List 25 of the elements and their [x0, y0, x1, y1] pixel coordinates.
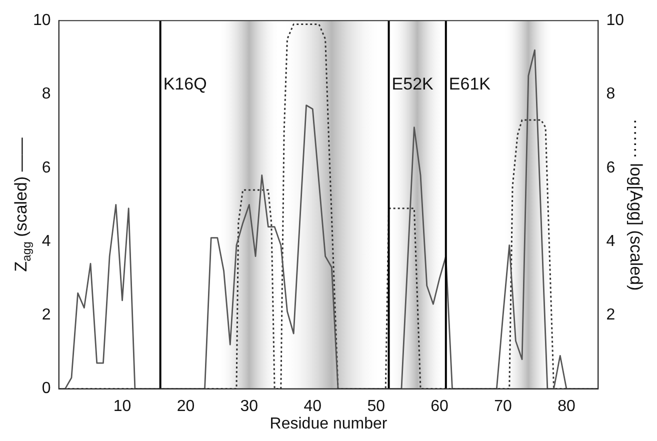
x-tick-label: 70 — [494, 398, 512, 415]
y-tick-label: 10 — [33, 12, 51, 30]
x-tick-label: 40 — [304, 398, 322, 415]
x-tick-label: 30 — [240, 398, 258, 415]
y2-axis-title: ······· log[Agg] (scaled) — [626, 118, 646, 291]
y-axis-title: Zagg (scaled) —— — [12, 138, 34, 272]
y2-tick-label: 4 — [606, 232, 616, 250]
ref-line-label: E61K — [448, 74, 492, 94]
x-tick-label: 10 — [113, 398, 132, 415]
y2-tick-label: 10 — [606, 12, 624, 30]
x-tick-label: 20 — [176, 398, 195, 415]
ref-line-label: K16Q — [163, 74, 207, 94]
y-tick-label: 8 — [42, 86, 51, 103]
x-tick-label: 80 — [558, 398, 576, 415]
y2-tick-label: 2 — [606, 306, 616, 324]
ref-line-label: E52K — [392, 74, 434, 94]
x-axis-title: Residue number — [270, 415, 388, 432]
y-tick-label: 2 — [42, 306, 51, 324]
y-tick-label: 6 — [42, 159, 51, 176]
y-tick-label: 4 — [42, 232, 51, 250]
y2-tick-label: 6 — [606, 159, 616, 176]
y-tick-label: 0 — [42, 380, 51, 398]
x-tick-label: 50 — [367, 398, 386, 415]
x-tick-label: 60 — [430, 398, 449, 415]
y2-tick-label: 8 — [606, 86, 616, 103]
